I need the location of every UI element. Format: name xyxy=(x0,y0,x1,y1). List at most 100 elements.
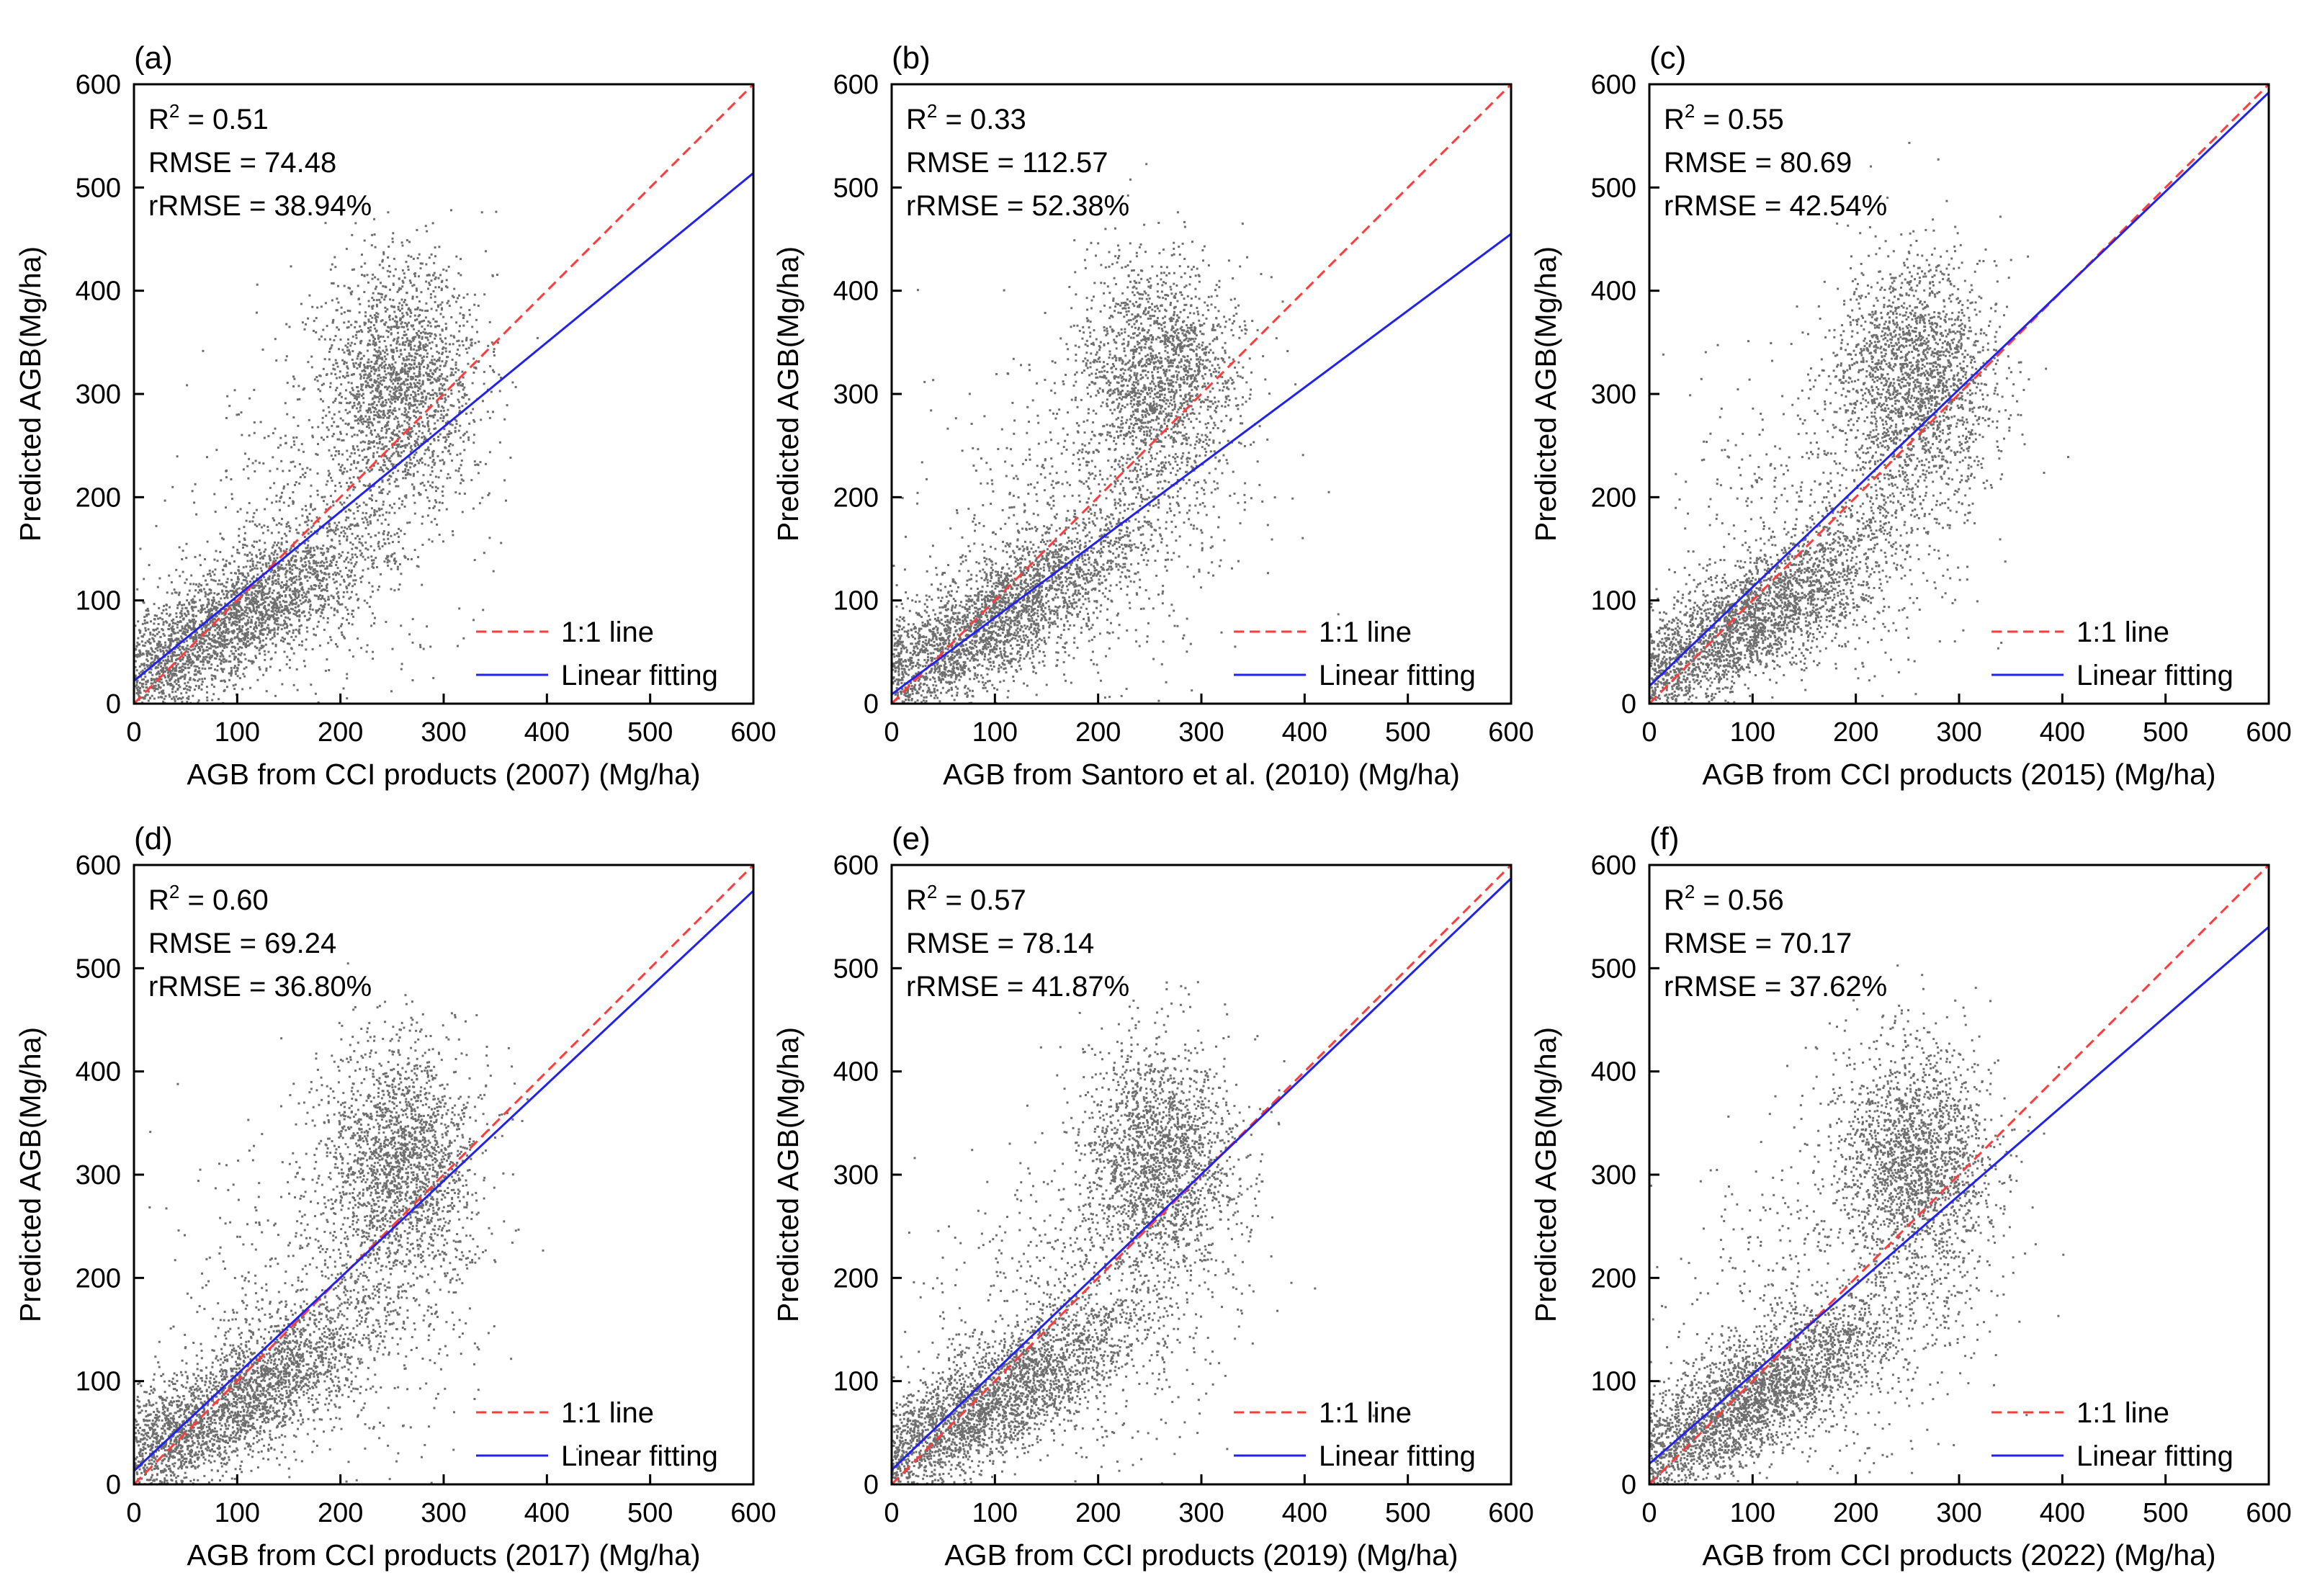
x-tick-label: 300 xyxy=(421,717,466,748)
legend-one-to-one-label: 1:1 line xyxy=(2076,1397,2169,1429)
linear-fit-line xyxy=(134,173,753,681)
legend-fit-label: Linear fitting xyxy=(2076,660,2233,691)
x-axis-label: AGB from CCI products (2015) (Mg/ha) xyxy=(1702,758,2215,791)
x-tick-label: 400 xyxy=(524,717,570,748)
y-tick-label: 100 xyxy=(833,1367,879,1397)
y-axis-label: Predicted AGB(Mg/ha) xyxy=(771,1027,805,1322)
x-tick-label: 400 xyxy=(2040,1498,2085,1528)
y-tick-label: 500 xyxy=(76,954,121,984)
y-tick-label: 100 xyxy=(1591,586,1636,617)
y-tick-label: 0 xyxy=(864,689,879,719)
x-tick-label: 600 xyxy=(730,1498,776,1528)
panel-label: (e) xyxy=(892,821,931,856)
y-tick-label: 0 xyxy=(106,689,121,719)
x-tick-label: 100 xyxy=(215,717,260,748)
rrmse-text: rRMSE = 36.80% xyxy=(148,971,372,1003)
x-tick-label: 0 xyxy=(126,717,141,748)
panel-label: (d) xyxy=(134,821,173,856)
x-tick-label: 500 xyxy=(627,717,673,748)
x-tick-label: 100 xyxy=(215,1498,260,1528)
r2-text: R2 = 0.55 xyxy=(1664,100,1784,135)
y-tick-label: 300 xyxy=(76,380,121,410)
rmse-text: RMSE = 74.48 xyxy=(148,147,336,179)
x-tick-label: 300 xyxy=(421,1498,466,1528)
x-tick-label: 200 xyxy=(1075,717,1121,748)
legend-one-to-one-label: 1:1 line xyxy=(1319,617,1412,648)
x-tick-label: 600 xyxy=(1488,1498,1533,1528)
y-tick-label: 600 xyxy=(833,70,879,100)
y-axis-label: Predicted AGB(Mg/ha) xyxy=(771,246,805,542)
y-tick-label: 300 xyxy=(833,1160,879,1191)
r2-text: R2 = 0.51 xyxy=(148,100,269,135)
x-tick-label: 300 xyxy=(1936,1498,1981,1528)
y-tick-label: 200 xyxy=(833,483,879,513)
y-tick-label: 0 xyxy=(1621,689,1636,719)
y-tick-label: 300 xyxy=(833,380,879,410)
legend-one-to-one-label: 1:1 line xyxy=(1319,1397,1412,1429)
y-tick-label: 200 xyxy=(1591,1263,1636,1294)
linear-fit-line xyxy=(1649,927,2269,1463)
legend-fit-label: Linear fitting xyxy=(561,660,718,691)
y-tick-label: 0 xyxy=(106,1470,121,1500)
x-tick-label: 500 xyxy=(627,1498,673,1528)
y-tick-label: 500 xyxy=(833,173,879,203)
y-axis-label: Predicted AGB(Mg/ha) xyxy=(14,1027,47,1322)
x-tick-label: 100 xyxy=(972,1498,1018,1528)
x-tick-label: 300 xyxy=(1936,717,1981,748)
x-tick-label: 0 xyxy=(1641,717,1657,748)
x-tick-label: 500 xyxy=(1385,1498,1430,1528)
legend-fit-label: Linear fitting xyxy=(561,1440,718,1472)
panel-label: (f) xyxy=(1649,821,1680,856)
x-tick-label: 400 xyxy=(1282,717,1327,748)
x-tick-label: 200 xyxy=(318,1498,363,1528)
y-tick-label: 600 xyxy=(1591,851,1636,881)
legend-one-to-one-label: 1:1 line xyxy=(561,1397,654,1429)
x-tick-label: 0 xyxy=(126,1498,141,1528)
x-tick-label: 600 xyxy=(2246,717,2291,748)
rmse-text: RMSE = 70.17 xyxy=(1664,928,1852,959)
x-tick-label: 600 xyxy=(1488,717,1533,748)
x-tick-label: 600 xyxy=(2246,1498,2291,1528)
scatter-points xyxy=(1649,964,2064,1486)
x-axis-label: AGB from Santoro et al. (2010) (Mg/ha) xyxy=(943,758,1460,791)
panel-label: (c) xyxy=(1649,40,1686,76)
x-tick-label: 600 xyxy=(730,717,776,748)
legend-fit-label: Linear fitting xyxy=(1319,660,1476,691)
x-tick-label: 0 xyxy=(884,1498,899,1528)
y-tick-label: 100 xyxy=(76,1367,121,1397)
y-tick-label: 200 xyxy=(76,1263,121,1294)
y-tick-label: 400 xyxy=(833,1057,879,1088)
scatter-points xyxy=(892,941,1375,1487)
x-tick-label: 200 xyxy=(1833,1498,1878,1528)
y-tick-label: 0 xyxy=(864,1470,879,1500)
scatter-points xyxy=(1649,142,2069,706)
r2-text: R2 = 0.33 xyxy=(906,100,1026,135)
y-tick-label: 100 xyxy=(833,586,879,617)
x-axis-label: AGB from CCI products (2022) (Mg/ha) xyxy=(1702,1538,2215,1572)
x-tick-label: 400 xyxy=(1282,1498,1327,1528)
rrmse-text: rRMSE = 52.38% xyxy=(906,190,1129,222)
y-axis-label: Predicted AGB(Mg/ha) xyxy=(14,246,47,542)
y-tick-label: 500 xyxy=(1591,954,1636,984)
x-tick-label: 0 xyxy=(884,717,899,748)
x-tick-label: 100 xyxy=(972,717,1018,748)
rmse-text: RMSE = 80.69 xyxy=(1664,147,1852,179)
x-axis-label: AGB from CCI products (2017) (Mg/ha) xyxy=(187,1538,700,1572)
y-tick-label: 600 xyxy=(833,851,879,881)
x-tick-label: 300 xyxy=(1178,717,1224,748)
y-tick-label: 400 xyxy=(76,1057,121,1088)
rrmse-text: rRMSE = 41.87% xyxy=(906,971,1129,1003)
y-tick-label: 500 xyxy=(833,954,879,984)
y-tick-label: 400 xyxy=(76,277,121,307)
x-tick-label: 500 xyxy=(1385,717,1430,748)
y-axis-label: Predicted AGB(Mg/ha) xyxy=(1529,1027,1562,1322)
y-tick-label: 200 xyxy=(833,1263,879,1294)
scatter-points xyxy=(892,163,1339,706)
x-tick-label: 500 xyxy=(2143,1498,2188,1528)
y-tick-label: 400 xyxy=(1591,277,1636,307)
